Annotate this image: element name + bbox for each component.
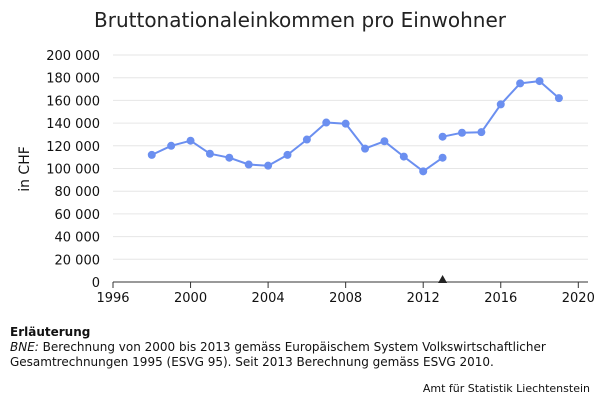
data-point (496, 100, 505, 109)
data-point (167, 141, 176, 150)
y-tick-label: 0 (92, 276, 100, 291)
data-point (264, 161, 273, 170)
data-point (516, 79, 525, 88)
note-heading: Erläuterung (10, 325, 91, 339)
data-point (399, 152, 408, 161)
x-tick-label: 2008 (329, 291, 362, 306)
data-point (477, 128, 486, 137)
y-tick-label: 60 000 (55, 208, 101, 223)
data-point (302, 135, 311, 144)
data-point (554, 94, 563, 103)
axis-layer: 0 20 000 40 000 60 000 80 000 100 000 120 000 1… (46, 49, 595, 306)
y-tick-label: 180 000 (46, 72, 100, 87)
x-tick-label: 2016 (484, 291, 517, 306)
x-tick-label: 2012 (407, 291, 440, 306)
data-point (438, 132, 447, 141)
series-line-1 (151, 121, 444, 173)
data-point (205, 149, 214, 158)
note-text: Berechnung von 2000 bis 2013 gemäss Euro… (10, 340, 546, 369)
data-point (419, 167, 428, 176)
data-point (283, 150, 292, 159)
y-tick-label: 20 000 (55, 253, 101, 268)
data-point (438, 153, 447, 162)
note-term: BNE: (10, 340, 39, 354)
data-point (147, 150, 156, 159)
break-marker-icon (438, 275, 448, 283)
grid-layer (113, 54, 588, 260)
y-axis-title: in CHF (17, 146, 33, 192)
x-tick-label: 2004 (252, 291, 285, 306)
series-line-2 (442, 80, 560, 138)
x-tick-label: 2000 (174, 291, 207, 306)
y-tick-label: 40 000 (55, 231, 101, 246)
y-tick-label: 120 000 (46, 140, 100, 155)
data-point (225, 153, 234, 162)
data-point (322, 118, 331, 127)
data-point (457, 128, 466, 137)
y-tick-label: 140 000 (46, 117, 100, 132)
y-tick-label: 200 000 (46, 49, 100, 64)
y-tick-label: 100 000 (46, 163, 100, 178)
data-point (361, 144, 370, 153)
note-body: BNE: Berechnung von 2000 bis 2013 gemäss… (10, 340, 590, 370)
y-tick-label: 80 000 (55, 185, 101, 200)
chart-title: Bruttonationaleinkommen pro Einwohner (94, 8, 507, 32)
y-tick-label: 160 000 (46, 94, 100, 109)
data-point (535, 77, 544, 86)
data-point (380, 137, 389, 146)
data-point (244, 160, 253, 169)
data-point (186, 136, 195, 145)
note-block: Erläuterung BNE: Berechnung von 2000 bis… (10, 325, 590, 370)
x-tick-label: 1996 (96, 291, 129, 306)
annotation-layer (438, 275, 448, 283)
x-tick-label: 2020 (562, 291, 595, 306)
source-text: Amt für Statistik Liechtenstein (422, 382, 590, 395)
series-layer (147, 77, 563, 176)
data-point (341, 119, 350, 128)
